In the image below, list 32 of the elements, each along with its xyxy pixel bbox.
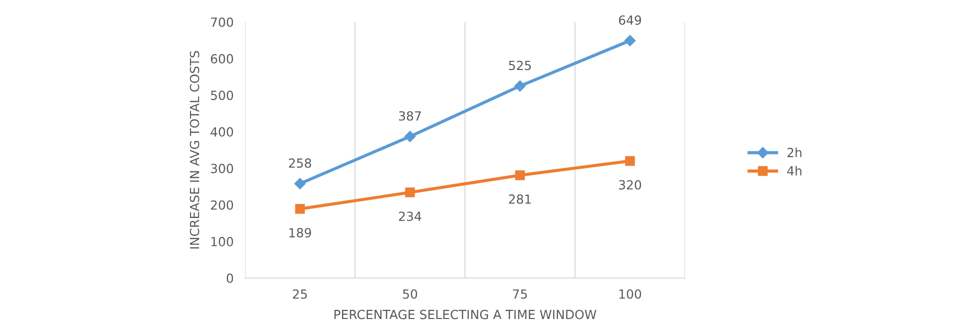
y-tick-label: 300 <box>210 164 234 174</box>
point <box>514 80 526 92</box>
legend-label: 4h <box>787 166 802 176</box>
point <box>405 188 415 198</box>
point <box>515 170 525 180</box>
point <box>294 178 306 190</box>
data-label: 189 <box>289 228 312 238</box>
x-axis-title: PERCENTAGE SELECTING A TIME WINDOW <box>334 310 596 320</box>
y-tick-label: 400 <box>210 127 234 137</box>
data-label: 387 <box>399 111 421 121</box>
y-axis-title: INCREASE IN AVG TOTAL COSTS <box>190 51 200 248</box>
y-tick-label: 200 <box>210 200 234 210</box>
data-label: 320 <box>619 180 642 190</box>
data-label: 258 <box>288 158 312 168</box>
x-tick-label: 50 <box>403 289 418 299</box>
y-tick-label: 700 <box>211 17 234 27</box>
data-label: 234 <box>398 212 422 222</box>
data-label: 525 <box>509 60 531 70</box>
legend-label: 2h <box>787 148 802 158</box>
x-tick-label: 75 <box>513 289 527 299</box>
point <box>404 130 416 142</box>
x-tick-label: 100 <box>619 289 642 299</box>
y-tick-label: 600 <box>210 54 234 64</box>
data-label: 281 <box>508 194 531 204</box>
y-tick-label: 100 <box>211 236 234 246</box>
y-tick-label: 0 <box>226 273 234 283</box>
point <box>625 156 635 166</box>
x-tick-label: 25 <box>292 289 307 299</box>
data-label: 649 <box>618 15 642 25</box>
point <box>624 35 636 46</box>
y-tick-label: 500 <box>210 90 234 100</box>
point <box>295 204 305 214</box>
